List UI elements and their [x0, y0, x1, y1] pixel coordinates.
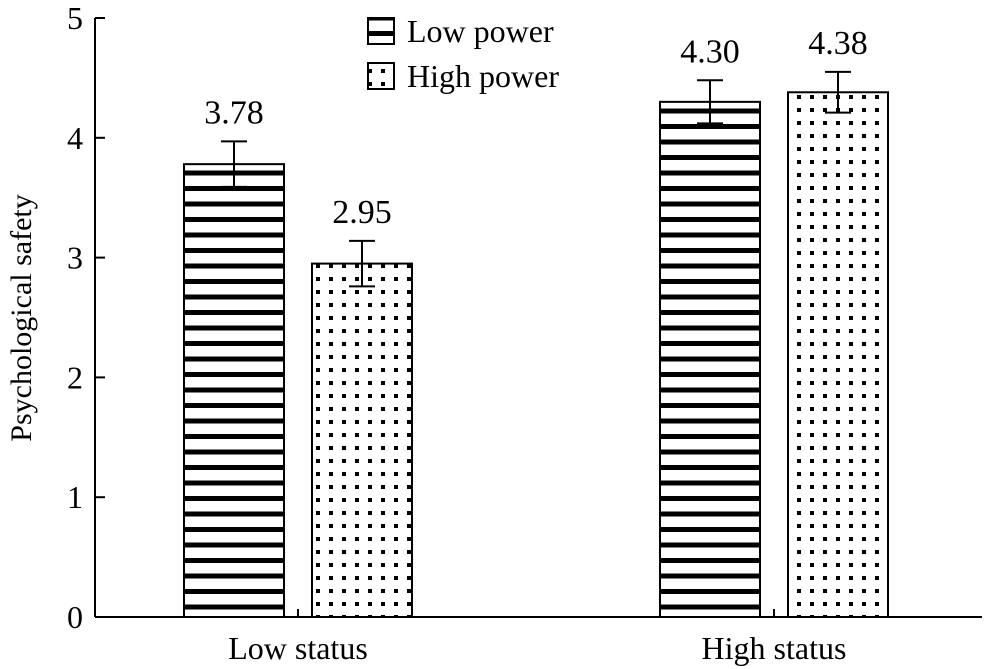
bar-high-power [311, 262, 413, 618]
bar-high-power [787, 91, 889, 618]
legend-label: Low power [407, 13, 554, 49]
x-tick-label: Low status [228, 630, 368, 666]
bar-low-power [659, 100, 761, 619]
legend-label: High power [407, 58, 559, 94]
bar-low-power [183, 163, 285, 618]
y-axis-title: Psychological safety [5, 194, 38, 441]
bars [183, 91, 889, 619]
data-label: 4.30 [680, 33, 740, 70]
y-tick-label: 1 [67, 479, 83, 515]
error-bars [221, 70, 851, 288]
data-label: 4.38 [808, 25, 868, 62]
y-ticks: 0 1 2 3 4 5 [67, 0, 105, 635]
value-labels: 3.78 4.30 2.95 4.38 [204, 25, 868, 231]
y-tick-label: 2 [67, 359, 83, 395]
legend-swatch [367, 17, 395, 45]
y-tick-label: 4 [67, 120, 83, 156]
data-label: 3.78 [204, 94, 264, 131]
legend-swatch [367, 62, 395, 90]
y-tick-label: 0 [67, 599, 83, 635]
y-tick-label: 5 [67, 0, 83, 36]
x-tick-label: High status [702, 630, 847, 666]
legend: Low power High power [367, 13, 559, 94]
y-tick-label: 3 [67, 240, 83, 276]
data-label: 2.95 [332, 194, 392, 231]
x-ticks: Low status High status [228, 609, 846, 666]
